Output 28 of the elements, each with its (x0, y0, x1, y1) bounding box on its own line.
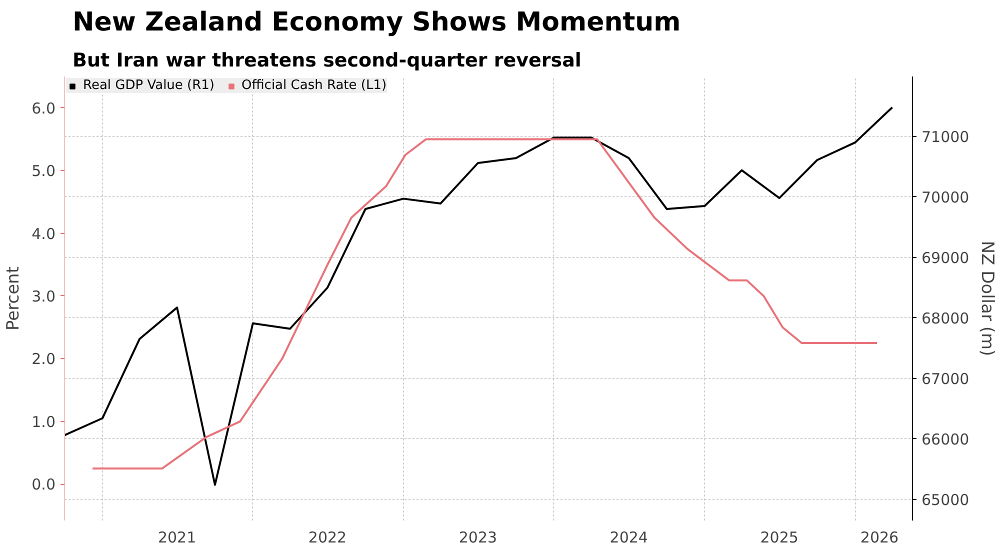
x-tick-label: 2022 (308, 528, 347, 545)
y2-tick-label: 67000 (922, 370, 970, 388)
y-tick-label: 5.0 (32, 162, 56, 180)
y2-axis-title: NZ Dollar (m) (977, 240, 998, 356)
y2-tick-label: 65000 (922, 490, 970, 509)
y2-tick-label: 71000 (922, 128, 970, 146)
chart-subtitle: But Iran war threatens second-quarter reversal (72, 50, 582, 72)
y2-tick-label: 68000 (922, 309, 970, 328)
legend-label: Official Cash Rate (L1) (242, 78, 387, 93)
y2-tick-label: 66000 (922, 430, 970, 448)
legend-label: Real GDP Value (R1) (83, 78, 214, 93)
y-tick-label: 4.0 (32, 224, 56, 243)
y-tick-label: 0.0 (32, 476, 56, 494)
x-tick-label: 2025 (760, 528, 798, 545)
y-tick-label: 1.0 (32, 412, 56, 431)
x-tick-label: 2024 (610, 528, 648, 545)
x-tick-label: 2021 (158, 528, 196, 545)
y2-tick-label: 69000 (922, 248, 970, 267)
y-axis-title: Percent (4, 266, 24, 330)
line-series (92, 138, 878, 470)
chart-title: New Zealand Economy Shows Momentum (72, 8, 681, 38)
y-tick-label: 2.0 (32, 350, 56, 368)
y2-tick-label: 70000 (922, 188, 970, 206)
y-tick-label: 6.0 (32, 99, 56, 118)
x-tick-label: 2023 (458, 528, 498, 545)
line-series (64, 106, 894, 486)
x-tick-label: 2026 (860, 528, 899, 545)
y-tick-label: 3.0 (32, 287, 56, 306)
